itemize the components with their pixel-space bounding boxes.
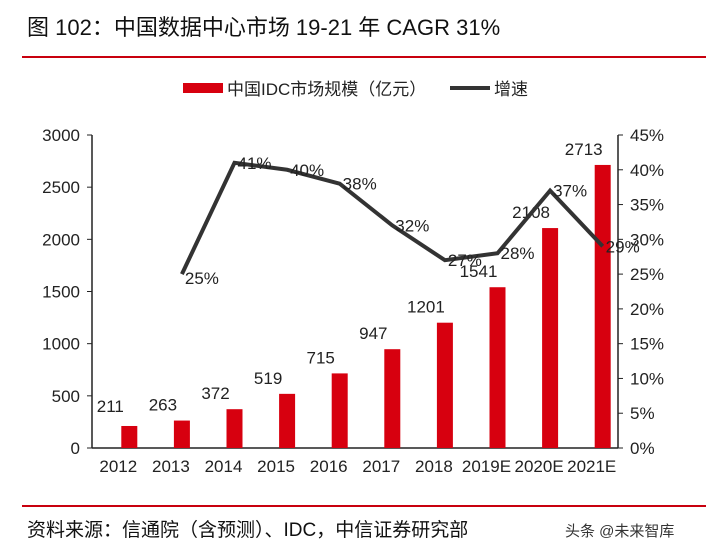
right-tick-label: 10% xyxy=(630,369,664,388)
bar-label: 1541 xyxy=(460,262,498,281)
right-tick-label: 20% xyxy=(630,300,664,319)
source-note: 资料来源：信通院（含预测）、IDC，中信证券研究部 xyxy=(27,520,469,541)
bar-label: 2713 xyxy=(565,140,603,159)
x-tick-label: 2013 xyxy=(152,457,190,476)
bar-label: 1201 xyxy=(407,298,445,317)
right-tick-label: 25% xyxy=(630,265,664,284)
bar-label: 372 xyxy=(201,384,229,403)
line-label: 27% xyxy=(448,251,482,270)
bar xyxy=(331,373,348,448)
x-tick-label: 2019E xyxy=(462,457,511,476)
line-label: 29% xyxy=(606,237,640,256)
x-tick-label: 2018 xyxy=(415,457,453,476)
left-tick-label: 1500 xyxy=(42,283,80,302)
bar xyxy=(279,393,296,448)
bar-label: 211 xyxy=(97,397,124,416)
x-tick-label: 2014 xyxy=(205,457,243,476)
left-tick-label: 2000 xyxy=(42,230,80,249)
bar-label: 715 xyxy=(307,348,335,367)
right-tick-label: 30% xyxy=(630,230,664,249)
right-tick-label: 45% xyxy=(630,126,664,145)
bar xyxy=(384,349,401,448)
line-label: 25% xyxy=(185,269,219,288)
line-label: 40% xyxy=(290,161,324,180)
left-tick-label: 3000 xyxy=(42,126,80,145)
line-label: 32% xyxy=(395,216,429,235)
watermark: 头条 @未来智库 xyxy=(565,523,675,540)
bar xyxy=(226,409,243,448)
legend-label-bar: 中国IDC市场规模（亿元） xyxy=(227,80,426,99)
bar-label: 519 xyxy=(254,369,282,388)
line-label: 37% xyxy=(553,182,587,201)
left-tick-label: 0 xyxy=(71,439,80,458)
line-label: 38% xyxy=(343,175,377,194)
bar-label: 947 xyxy=(359,324,387,343)
chart-title: 图 102：中国数据中心市场 19-21 年 CAGR 31% xyxy=(27,15,501,40)
legend-swatch-bar xyxy=(183,83,223,93)
x-tick-label: 2020E xyxy=(515,457,564,476)
right-tick-label: 40% xyxy=(630,161,664,180)
growth-line xyxy=(180,160,605,275)
right-tick-label: 5% xyxy=(630,404,655,423)
title-divider xyxy=(22,56,706,58)
left-tick-label: 2500 xyxy=(42,178,80,197)
legend-label-line: 增速 xyxy=(494,80,528,99)
bar xyxy=(121,425,138,448)
bar xyxy=(173,420,190,448)
x-tick-label: 2021E xyxy=(567,457,616,476)
right-tick-label: 35% xyxy=(630,196,664,215)
x-tick-label: 2016 xyxy=(310,457,348,476)
bar xyxy=(436,322,453,448)
bar-label: 263 xyxy=(149,396,177,415)
source-divider xyxy=(22,505,706,507)
bar xyxy=(594,164,611,448)
line-label: 28% xyxy=(500,244,534,263)
x-tick-label: 2012 xyxy=(99,457,137,476)
left-tick-label: 1000 xyxy=(42,335,80,354)
bar xyxy=(542,228,559,448)
right-tick-label: 0% xyxy=(630,439,655,458)
x-tick-label: 2017 xyxy=(362,457,400,476)
left-tick-label: 500 xyxy=(52,387,80,406)
x-tick-label: 2015 xyxy=(257,457,295,476)
right-tick-label: 15% xyxy=(630,335,664,354)
bar xyxy=(489,287,506,448)
line-label: 41% xyxy=(237,154,271,173)
